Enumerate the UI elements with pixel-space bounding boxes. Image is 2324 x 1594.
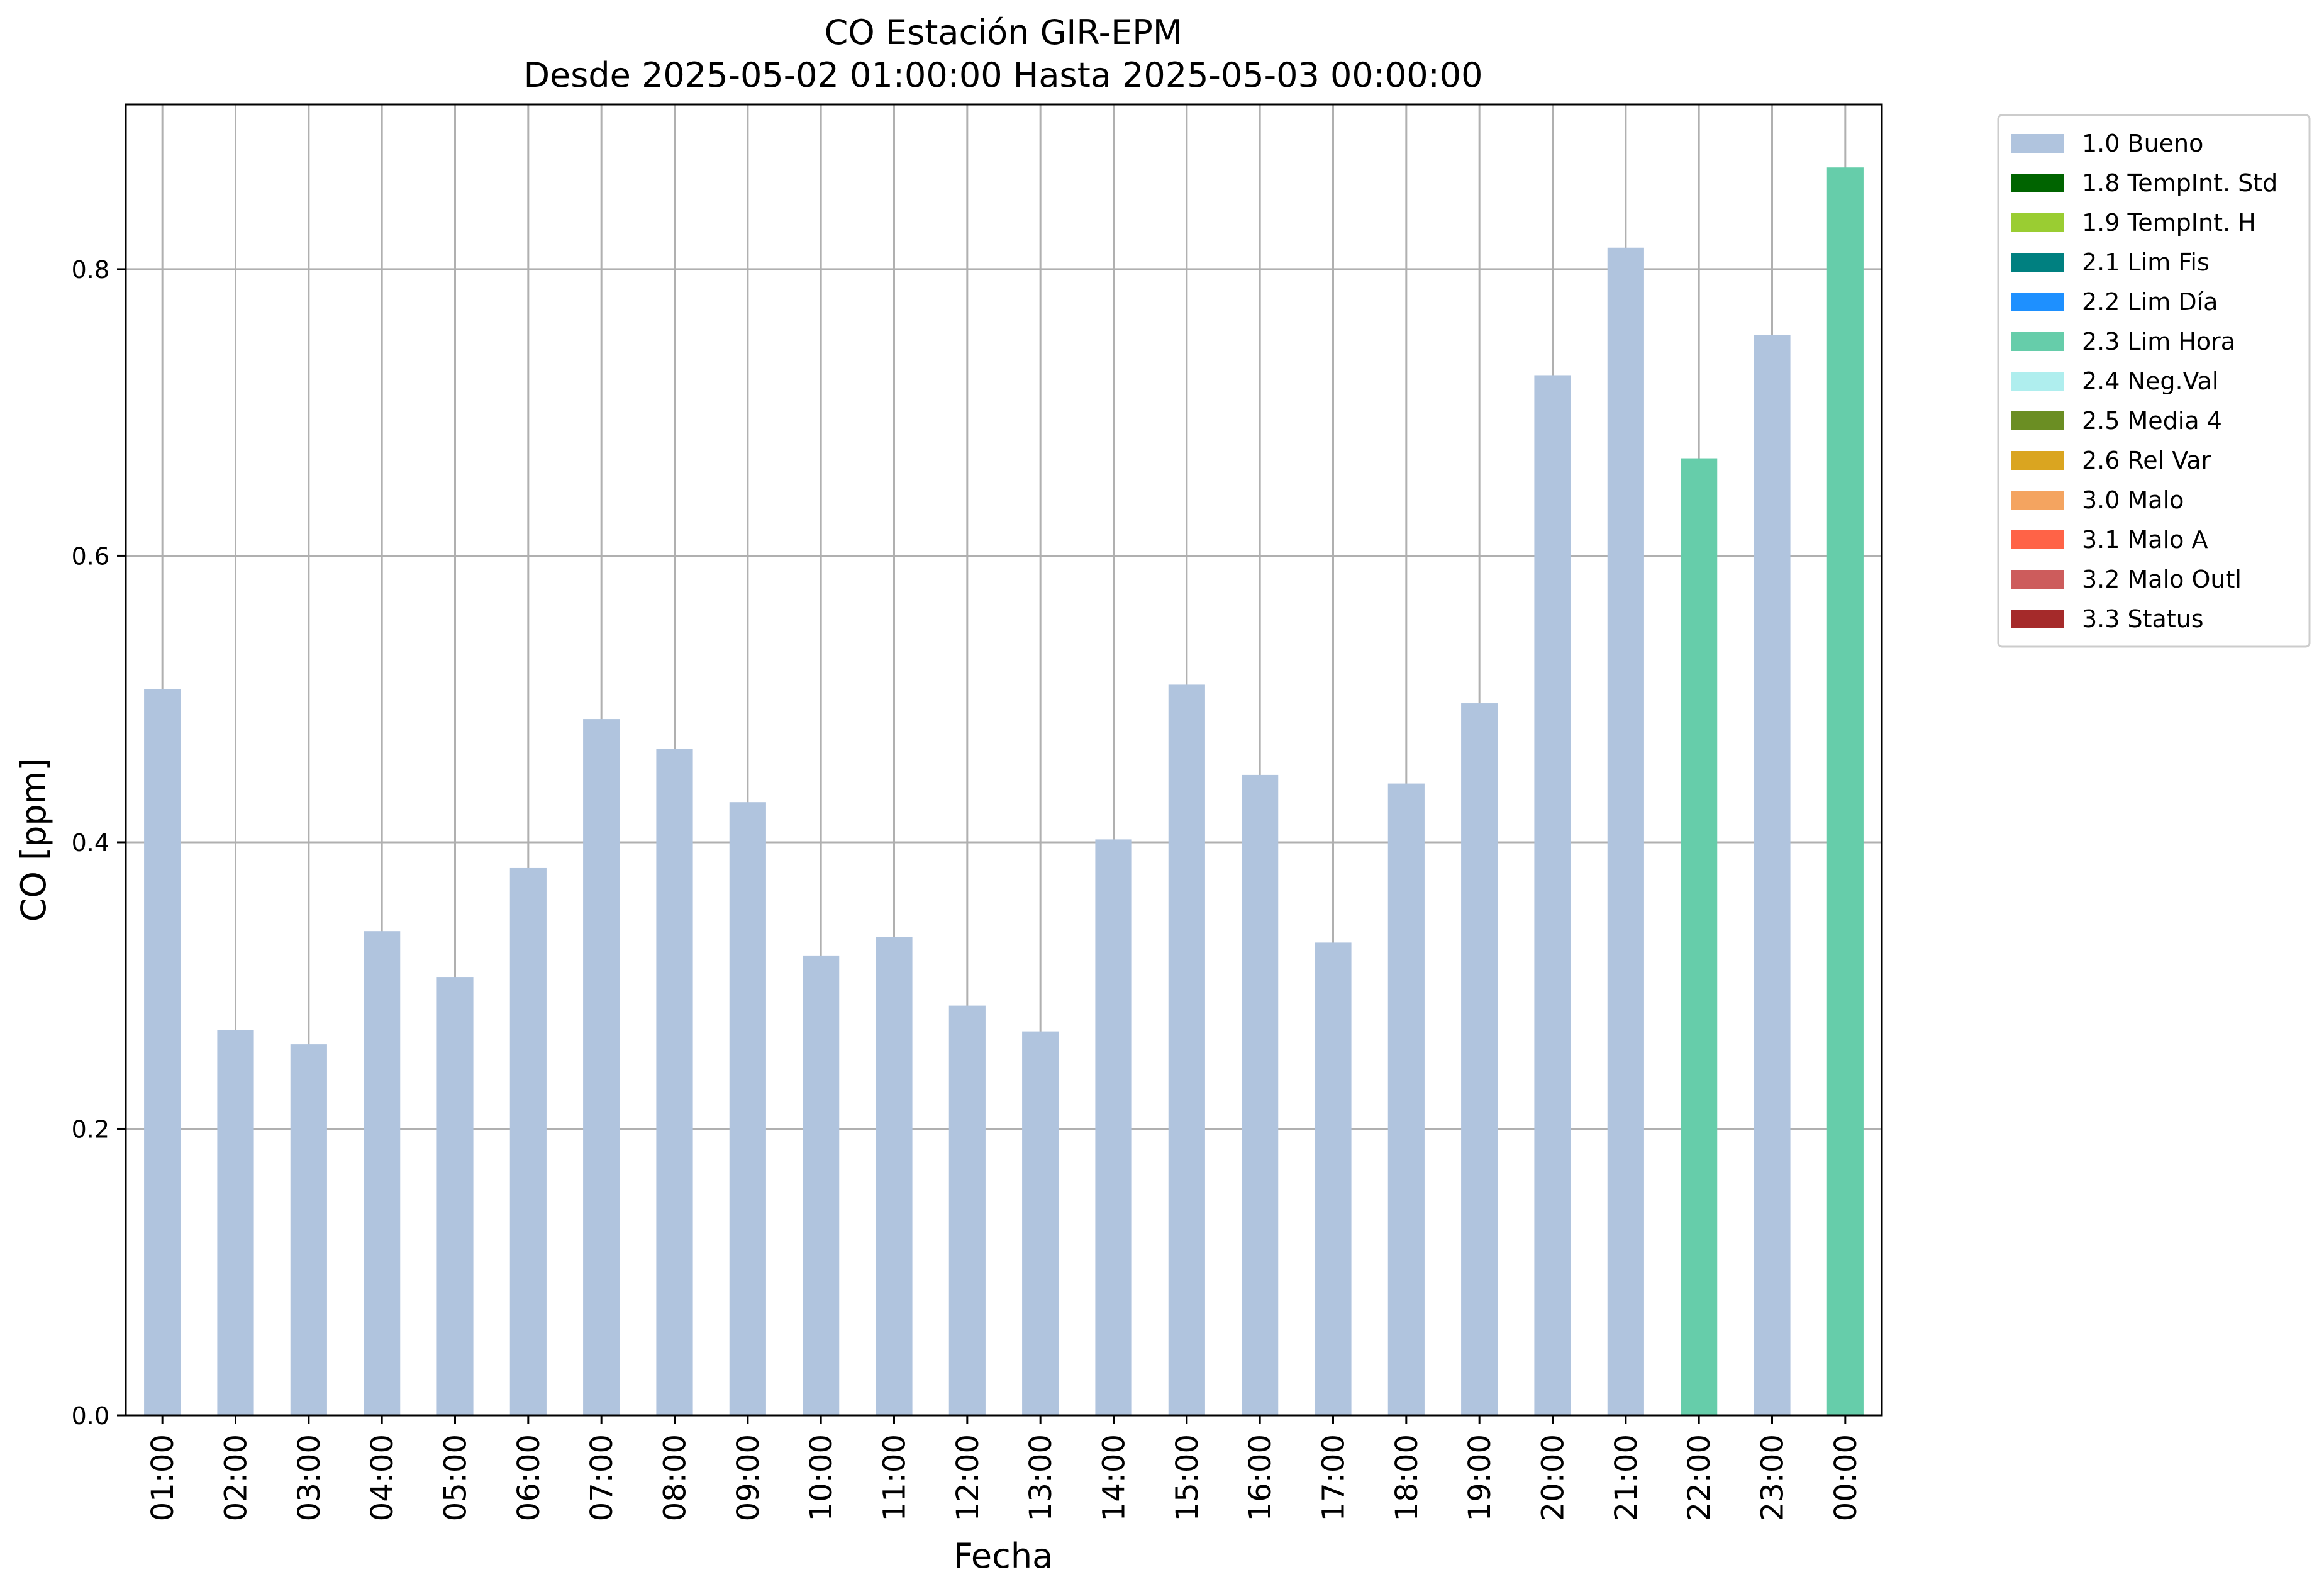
legend-label: 3.2 Malo Outl (2082, 566, 2242, 593)
y-tick-label: 0.8 (72, 256, 109, 284)
bar-13-00 (1022, 1031, 1059, 1415)
bar-08-00 (656, 749, 693, 1415)
bar-17-00 (1315, 942, 1352, 1415)
bar-21-00 (1607, 247, 1644, 1416)
legend-label: 1.8 TempInt. Std (2082, 169, 2277, 197)
y-tick-label: 0.0 (72, 1402, 109, 1430)
bar-22-00 (1681, 458, 1718, 1415)
x-tick-label: 05:00 (438, 1434, 474, 1521)
bar-14-00 (1095, 839, 1132, 1415)
x-tick-label: 18:00 (1389, 1434, 1425, 1521)
bar-09-00 (729, 802, 766, 1415)
legend-swatch (2011, 253, 2064, 272)
bar-11-00 (876, 937, 913, 1415)
x-tick-label: 12:00 (950, 1434, 986, 1521)
chart-title: CO Estación GIR-EPM (825, 13, 1182, 52)
legend-swatch (2011, 174, 2064, 192)
x-tick-label: 16:00 (1243, 1434, 1278, 1521)
legend-label: 3.3 Status (2082, 605, 2204, 633)
x-tick-label: 08:00 (658, 1434, 693, 1521)
x-tick-label: 07:00 (584, 1434, 620, 1521)
bar-06-00 (509, 867, 547, 1415)
bar-15-00 (1168, 684, 1205, 1415)
bar-10-00 (803, 955, 840, 1415)
x-tick-label: 20:00 (1536, 1434, 1571, 1521)
x-tick-label: 21:00 (1609, 1434, 1644, 1521)
legend-label: 1.0 Bueno (2082, 130, 2203, 157)
x-tick-label: 23:00 (1755, 1434, 1791, 1521)
bar-05-00 (436, 977, 474, 1415)
legend-swatch (2011, 372, 2064, 391)
x-tick-label: 09:00 (731, 1434, 766, 1521)
bar-16-00 (1242, 774, 1279, 1415)
legend-swatch (2011, 332, 2064, 351)
x-tick-label: 03:00 (292, 1434, 327, 1521)
legend-label: 2.5 Media 4 (2082, 407, 2222, 435)
bars (144, 167, 1864, 1416)
x-tick-label: 19:00 (1462, 1434, 1498, 1521)
legend-swatch (2011, 570, 2064, 589)
legend-swatch (2011, 213, 2064, 232)
bar-04-00 (364, 931, 401, 1415)
x-tick-label: 00:00 (1828, 1434, 1864, 1521)
bar-07-00 (583, 719, 620, 1415)
chart-subtitle: Desde 2025-05-02 01:00:00 Hasta 2025-05-… (523, 55, 1482, 95)
bar-19-00 (1461, 703, 1498, 1415)
legend-label: 2.6 Rel Var (2082, 447, 2211, 474)
legend-label: 1.9 TempInt. H (2082, 209, 2256, 237)
bar-18-00 (1387, 783, 1425, 1415)
legend-label: 2.3 Lim Hora (2082, 328, 2235, 355)
x-tick-label: 15:00 (1170, 1434, 1205, 1521)
y-tick-label: 0.2 (72, 1115, 109, 1143)
x-tick-label: 10:00 (804, 1434, 839, 1521)
bar-12-00 (948, 1005, 986, 1415)
x-tick-label: 02:00 (219, 1434, 254, 1521)
x-tick-label: 04:00 (365, 1434, 400, 1521)
bar-00-00 (1826, 167, 1864, 1415)
x-tick-label: 01:00 (145, 1434, 181, 1521)
x-tick-label: 14:00 (1097, 1434, 1132, 1521)
y-tick-label: 0.6 (72, 542, 109, 570)
plot-frame (125, 103, 1883, 1417)
bar-02-00 (217, 1030, 254, 1415)
x-tick-label: 11:00 (877, 1434, 913, 1521)
y-axis-label: CO [ppm] (14, 758, 53, 922)
legend: 1.0 Bueno 1.8 TempInt. Std 1.9 TempInt. H 2… (1997, 114, 2311, 648)
legend-label: 3.0 Malo (2082, 486, 2184, 514)
legend-swatch (2011, 451, 2064, 470)
legend-swatch (2011, 530, 2064, 549)
legend-swatch (2011, 411, 2064, 430)
legend-label: 2.4 Neg.Val (2082, 367, 2218, 395)
bar-23-00 (1754, 335, 1791, 1415)
bar-20-00 (1534, 375, 1571, 1415)
legend-swatch (2011, 610, 2064, 628)
legend-swatch (2011, 134, 2064, 153)
x-axis-label: Fecha (954, 1536, 1053, 1576)
legend-box (1997, 114, 2311, 648)
x-tick-label: 22:00 (1682, 1434, 1717, 1521)
legend-label: 2.2 Lim Día (2082, 288, 2218, 316)
x-tick-label: 13:00 (1023, 1434, 1059, 1521)
y-tick-label: 0.4 (72, 829, 109, 857)
bar-01-00 (144, 689, 181, 1415)
x-tick-label: 06:00 (511, 1434, 547, 1521)
legend-swatch (2011, 491, 2064, 510)
legend-label: 3.1 Malo A (2082, 526, 2208, 554)
bar-03-00 (290, 1044, 327, 1415)
axes: 0.0 0.2 0.4 0.6 0.8 01:00 02:00 03:00 04:00 05:00… (72, 103, 1883, 1521)
legend-label: 2.1 Lim Fis (2082, 248, 2210, 276)
x-tick-label: 17:00 (1316, 1434, 1352, 1521)
legend-swatch (2011, 293, 2064, 311)
